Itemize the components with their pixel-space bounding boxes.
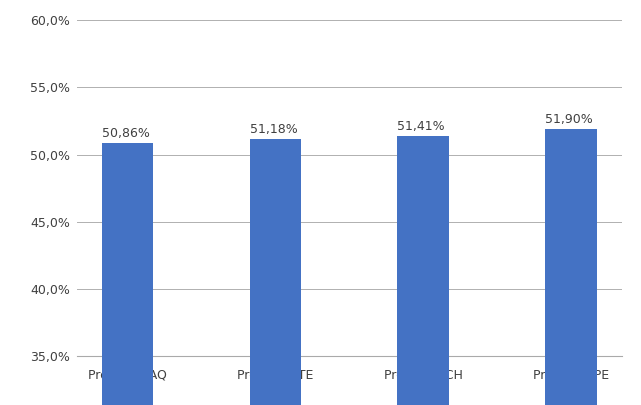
Bar xyxy=(102,143,153,405)
Bar xyxy=(545,129,597,405)
Text: 51,18%: 51,18% xyxy=(249,123,297,136)
Bar xyxy=(397,136,449,405)
Bar xyxy=(249,139,301,405)
Text: 51,41%: 51,41% xyxy=(397,120,445,133)
Text: 51,90%: 51,90% xyxy=(545,113,593,126)
Text: 50,86%: 50,86% xyxy=(102,128,149,141)
